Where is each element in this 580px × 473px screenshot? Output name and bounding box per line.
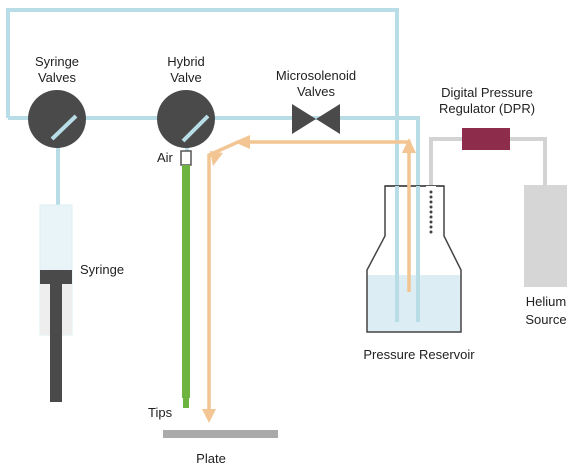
syringe-label: Syringe (80, 262, 124, 277)
microsolenoid-label-1: Microsolenoid (276, 68, 356, 83)
flow-arrowhead-down (202, 409, 216, 423)
syringe-valve-icon[interactable] (28, 90, 86, 148)
helium-cylinder (524, 185, 567, 287)
microsolenoid-label-2: Valves (297, 84, 336, 99)
pressure-reservoir-label: Pressure Reservoir (363, 347, 475, 362)
gas-diffuser (426, 186, 436, 234)
syringe-plunger-head (40, 270, 72, 284)
hybrid-valve-icon[interactable] (157, 90, 215, 148)
plate-label: Plate (196, 451, 226, 466)
air-label: Air (157, 150, 174, 165)
flow-arrowhead-up (402, 138, 416, 153)
syringe-valves-label-1: Syringe (35, 54, 79, 69)
pipette-tip (182, 165, 190, 398)
hybrid-valve-channel (181, 114, 210, 143)
pipette-tip-end (183, 398, 189, 408)
flow-arrowhead-left (234, 135, 250, 149)
pressure-reservoir-liquid (367, 275, 461, 332)
microsolenoid-valve-icon[interactable] (292, 104, 340, 134)
tips-label: Tips (148, 405, 173, 420)
helium-source-label-1: Helium (526, 294, 566, 309)
dpr-label-1: Digital Pressure (441, 85, 533, 100)
helium-source-label-2: Source (525, 312, 566, 327)
syringe-plunger-rod (50, 284, 62, 402)
gas-diffuser-dots (429, 190, 433, 234)
syringe-valve-channel (50, 114, 78, 141)
gas-line-reservoir (429, 137, 462, 185)
digital-pressure-regulator[interactable] (462, 128, 510, 150)
syringe-valves-label-2: Valves (38, 70, 77, 85)
hybrid-valve-label-2: Valve (170, 70, 202, 85)
main-tubing-loop (6, 8, 399, 120)
air-vent (180, 150, 192, 166)
plate (163, 430, 278, 438)
dpr-label-2: Regulator (DPR) (439, 101, 535, 116)
hybrid-valve-label-1: Hybrid (167, 54, 205, 69)
flow-arrowhead-diag (210, 151, 223, 166)
pressure-reservoir-bottle (366, 185, 462, 333)
gas-line-helium (510, 137, 547, 185)
